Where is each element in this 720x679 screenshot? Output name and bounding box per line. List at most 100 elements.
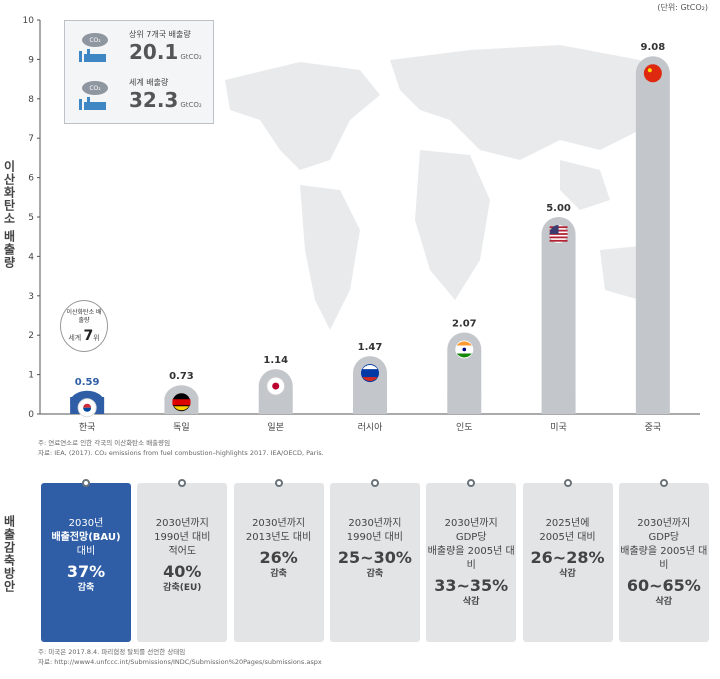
russia-flag-white <box>362 365 378 370</box>
bar-value-label: 2.07 <box>452 318 477 329</box>
connector-dot <box>274 479 283 487</box>
world-map-background <box>225 45 670 330</box>
plan-text-line: 2013년도 대비 <box>245 532 312 543</box>
plan-text-line: 2030년까지 <box>348 518 402 529</box>
plan-action: 감축 <box>77 583 95 593</box>
legend-top-label: 상위 7개국 배출량 <box>129 30 191 39</box>
chart-source-note: 주: 연료연소로 인한 각국의 이산화탄소 배출량임 자료: IEA, (201… <box>38 438 324 458</box>
connector-dot <box>467 479 476 487</box>
legend-bottom-value: 32.3 GtCO₂ <box>129 88 202 112</box>
category-label: 독일 <box>173 422 190 433</box>
bar-base <box>447 397 482 414</box>
korea-flag-red <box>83 403 92 408</box>
legend-bottom-label: 세계 배출량 <box>129 78 169 87</box>
connector-dot <box>370 479 379 487</box>
rank-bubble-label: 이산화탄소 배출량 <box>66 309 102 324</box>
bar-value-label: 1.47 <box>358 342 383 353</box>
y-tick-label: 0 <box>28 410 34 420</box>
factory-co2-icon: CO₂ <box>79 33 108 62</box>
plan-target-value: 33~35% <box>434 576 509 595</box>
bar-base <box>258 397 293 414</box>
reduction-plan-card: 2030년까지 1990년 대비 적어도 40% 감축(EU) <box>137 483 228 642</box>
legend-box: CO₂ 상위 7개국 배출량 20.1 GtCO₂ CO₂ 세계 배출량 32.3… <box>64 20 214 124</box>
plan-action: 감축(EU) <box>163 583 202 593</box>
category-label: 일본 <box>267 422 284 433</box>
bar-base <box>353 397 387 414</box>
plans-source-note: 주: 미국은 2017.8.4. 파리협정 탈퇴를 선언한 상태임 자료: ht… <box>38 647 322 667</box>
y-tick-label: 1 <box>28 371 34 381</box>
reduction-plan-card: 2025년에 2005년 대비 26~28% 삭감 <box>522 483 613 642</box>
india-flag-green <box>456 353 472 358</box>
bar-base <box>635 397 670 414</box>
rank-line: 세계 7위 <box>68 328 100 344</box>
plan-target-value: 26% <box>259 548 298 567</box>
y-tick-label: 8 <box>28 95 34 105</box>
china-flag-star <box>647 68 652 73</box>
plan-text-line: GDP당 <box>648 532 680 543</box>
plans-note-line: 주: 미국은 2017.8.4. 파리협정 탈퇴를 선언한 상태임 <box>38 648 186 656</box>
plan-text-line: 2030년까지 <box>637 518 691 529</box>
bar <box>541 217 576 414</box>
plan-target-value: 25~30% <box>337 548 412 567</box>
bar <box>635 56 670 415</box>
plan-text-line: GDP당 <box>455 532 487 543</box>
india-flag-saffron <box>456 341 472 346</box>
bar-value-label: 1.14 <box>263 355 288 366</box>
plan-target-value: 60~65% <box>626 576 701 595</box>
bar-value-label: 5.00 <box>546 203 571 214</box>
korea-flag-blue <box>83 407 92 412</box>
plan-text-line: 2030년까지 <box>252 518 306 529</box>
bar-group: 2.07 인도 <box>447 318 482 433</box>
plan-target-value: 37% <box>66 562 106 581</box>
bar-value-label: 0.73 <box>169 371 194 382</box>
legend-world: CO₂ 세계 배출량 32.3 GtCO₂ <box>71 75 211 115</box>
usa-flag-stripe <box>549 236 568 239</box>
germany-flag-gold <box>173 406 189 411</box>
plan-text-line: 2030년 <box>68 518 104 529</box>
category-label: 한국 <box>79 422 96 433</box>
y-tick-label: 6 <box>28 174 34 184</box>
category-label: 인도 <box>456 422 473 433</box>
world-rank-bubble: 이산화탄소 배출량 세계 7위 <box>60 300 108 352</box>
japan-flag-sun <box>272 382 280 390</box>
bar-series: 0.59 한국 0.73 독일 1.14 일본 1.47 러시아 2.07 인도 5.00 미국 9.0… <box>70 42 670 433</box>
plan-action: 삭감 <box>462 597 480 607</box>
plan-text-line: 1990년 대비 <box>346 532 403 543</box>
bar-group: 1.14 일본 <box>258 355 293 433</box>
bar-group: 9.08 중국 <box>635 42 670 433</box>
co2-label: CO₂ <box>89 37 101 44</box>
plan-text-line: 대비 <box>76 546 96 557</box>
y-axis-label: 이산화탄소 배출량 <box>2 160 16 270</box>
y-tick-label: 5 <box>28 213 34 223</box>
bar-base <box>541 397 576 414</box>
co2-label: CO₂ <box>89 85 101 92</box>
y-axis: 0 1 2 3 4 5 6 7 8 9 10 <box>23 16 700 420</box>
category-label: 러시아 <box>358 422 384 433</box>
factory-co2-icon: CO₂ <box>79 81 108 110</box>
plan-target-value: 40% <box>163 562 202 581</box>
plan-text-line: 배출량을 2005년 대비 <box>427 546 515 571</box>
y-tick-label: 7 <box>28 134 34 144</box>
legend-top-value: 20.1 GtCO₂ <box>129 40 202 64</box>
bar-group: 1.47 러시아 <box>353 342 387 433</box>
plan-target-value: 26~28% <box>530 548 605 567</box>
plan-text-line: 2030년까지 <box>444 518 498 529</box>
y-tick-label: 2 <box>28 331 34 341</box>
connector-dot <box>178 479 187 487</box>
plan-action: 삭감 <box>655 597 673 607</box>
bar-group: 0.73 독일 <box>164 371 199 433</box>
plan-text-line: 1990년 대비 <box>154 532 211 543</box>
unit-note: (단위: GtCO₂) <box>657 3 708 12</box>
plan-text-line: 2025년에 <box>545 518 590 529</box>
connector-dot <box>563 479 572 487</box>
chart-source-line: 자료: IEA, (2017). CO₂ emissions from fuel… <box>38 449 324 457</box>
reduction-plan-card: 2030년까지 2013년도 대비 26% 감축 <box>233 483 324 642</box>
usa-flag-stripe <box>549 239 568 242</box>
germany-flag-red <box>172 399 191 406</box>
plans-source-line: 자료: http://www4.unfccc.int/Submissions/I… <box>38 658 322 666</box>
connector-dot <box>82 479 90 487</box>
plan-text-line: 적어도 <box>168 546 197 557</box>
y-tick-label: 4 <box>28 252 34 262</box>
russia-flag-red <box>362 377 378 382</box>
